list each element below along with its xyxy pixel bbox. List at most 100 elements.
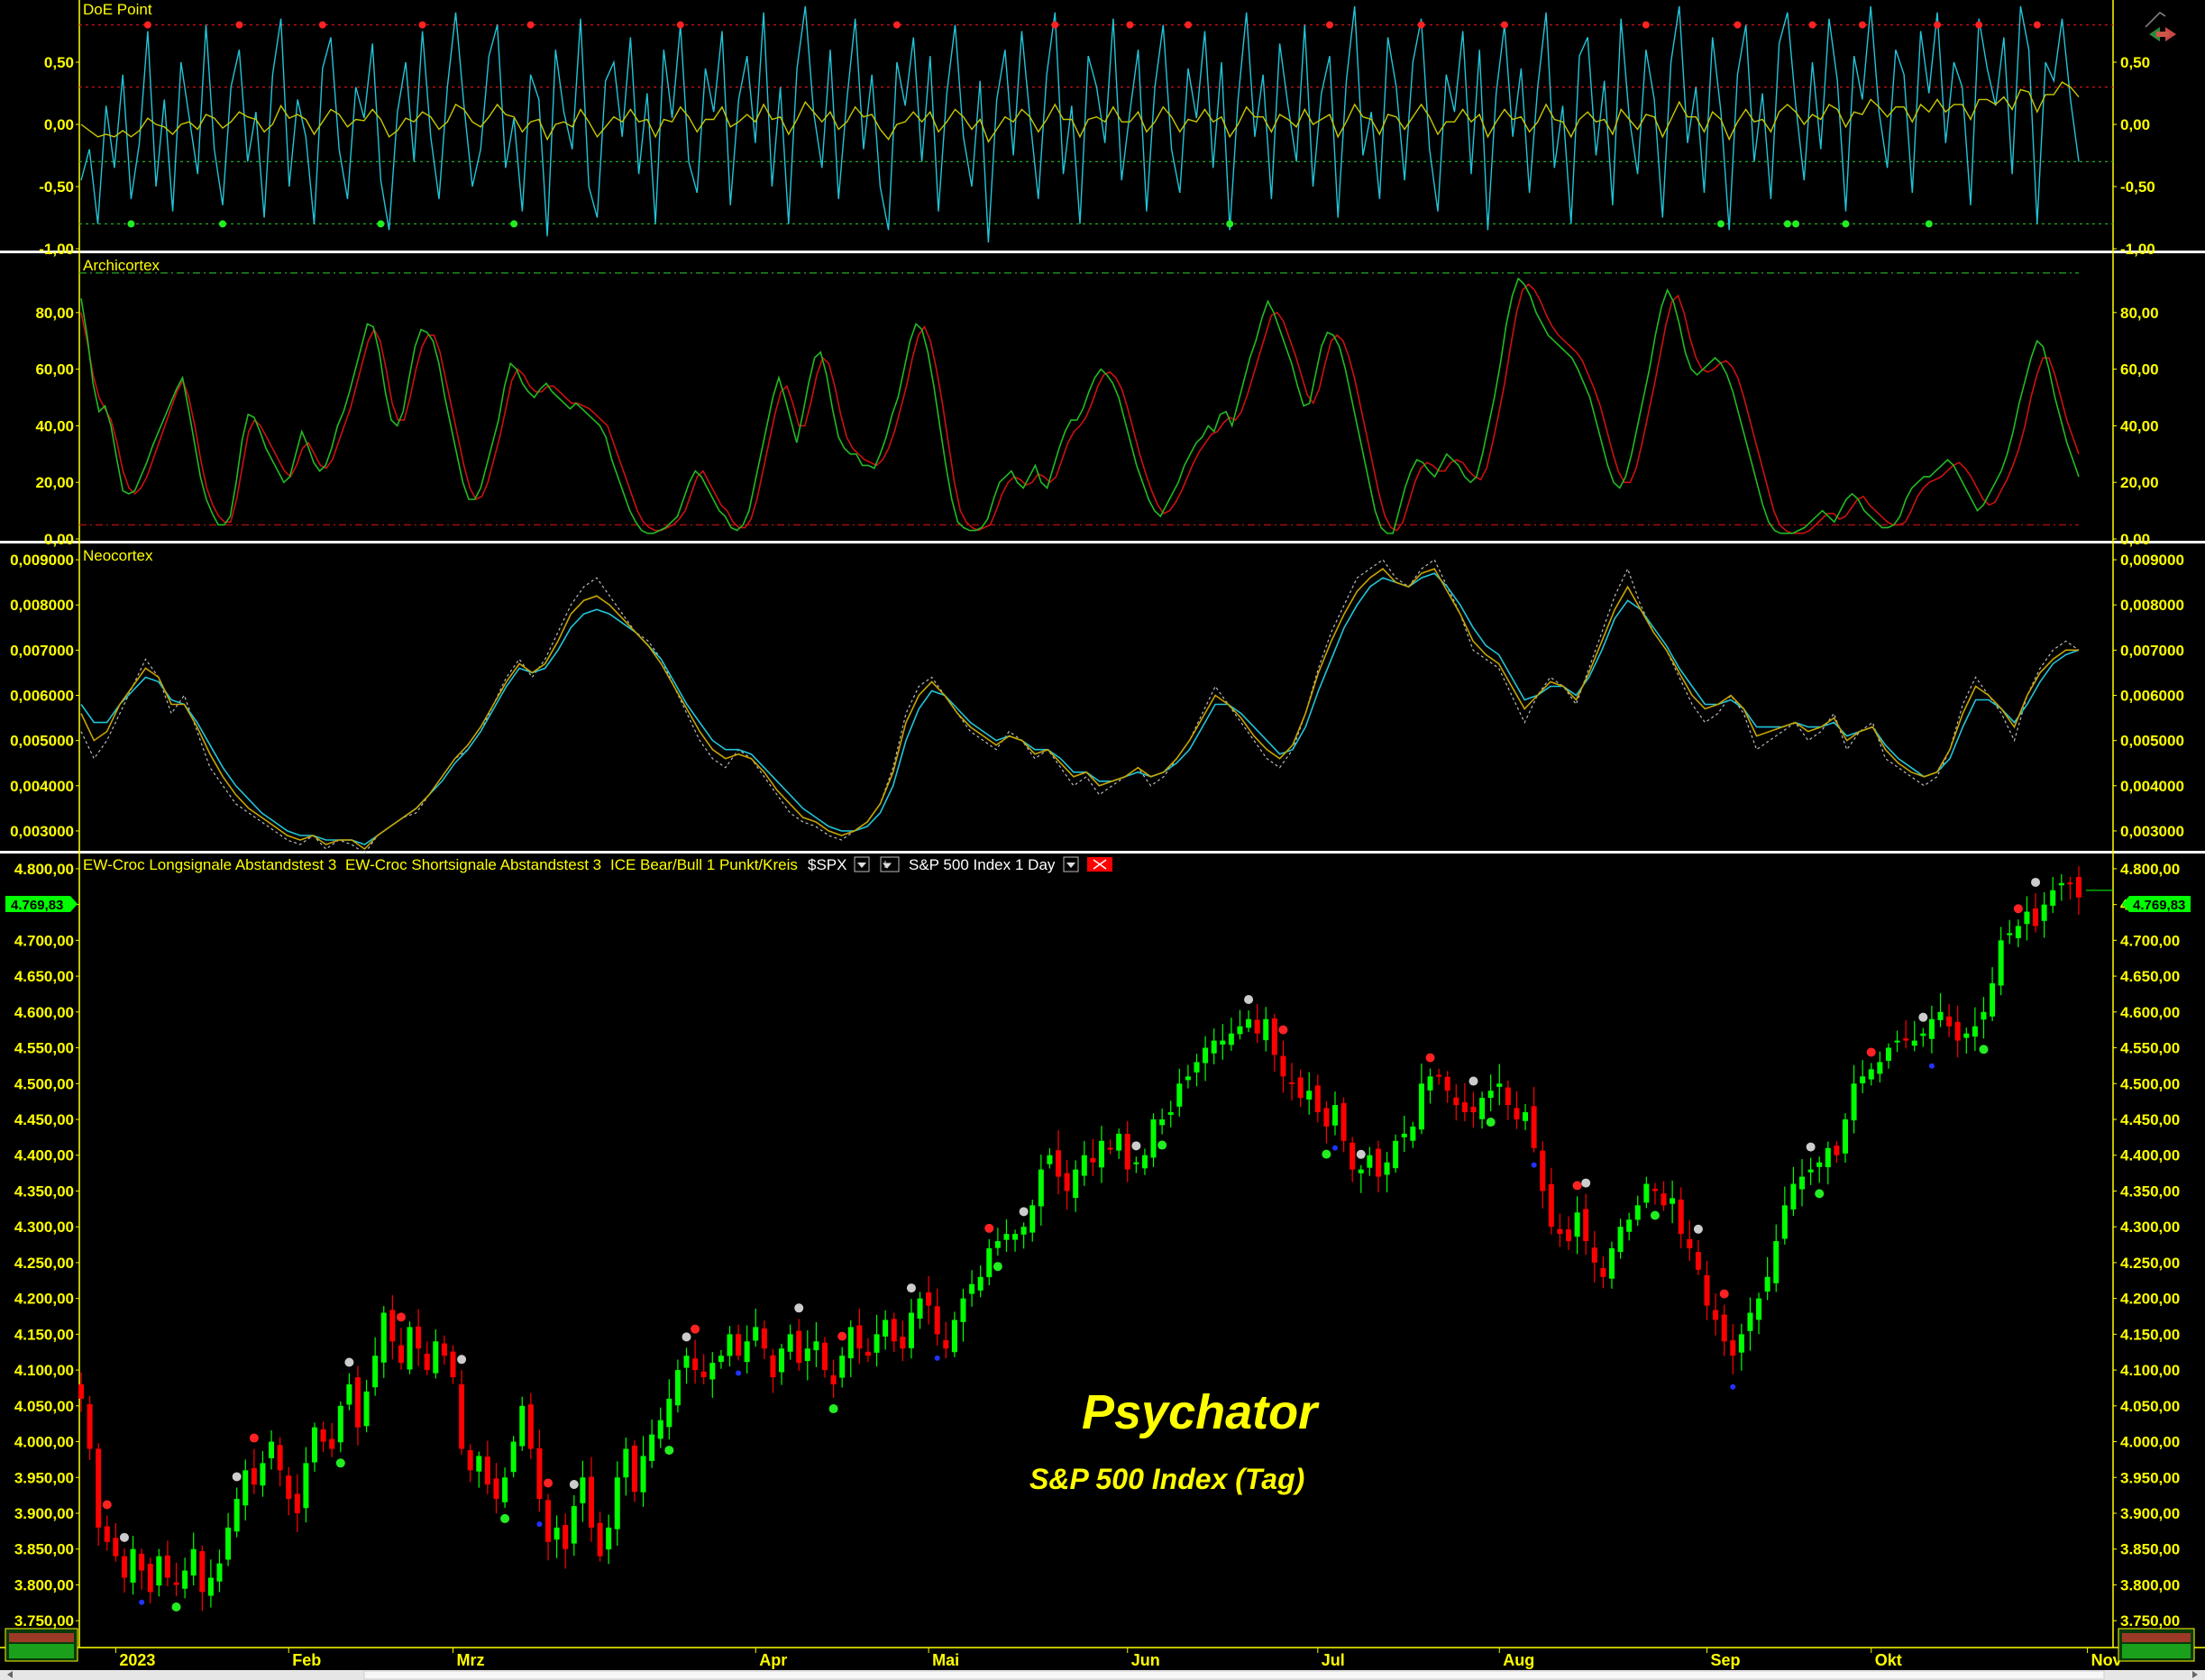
candle-body xyxy=(649,1434,655,1461)
candle-body xyxy=(147,1564,153,1593)
candle-body xyxy=(657,1420,663,1439)
price-tick-left: 3.750,00 xyxy=(14,1612,74,1630)
doe-upper-signal-dot xyxy=(1500,21,1508,29)
price-tick-right: 4.350,00 xyxy=(2120,1182,2180,1200)
candle-body xyxy=(1990,983,1996,1017)
chevron-left-icon[interactable] xyxy=(7,1671,13,1678)
candle-body xyxy=(856,1325,863,1349)
indicator-label-long[interactable]: EW-Croc Longsignale Abstandstest 3 xyxy=(83,856,336,873)
price-tick-left: 4.350,00 xyxy=(14,1182,74,1200)
sync-arrows-icon[interactable] xyxy=(2145,12,2176,41)
candle-body xyxy=(926,1292,932,1306)
long-signal-dot xyxy=(828,1404,838,1414)
doe-lower-signal-dot xyxy=(1842,220,1850,228)
candle-body xyxy=(277,1445,283,1471)
doe-tick-right: -1,00 xyxy=(2120,241,2155,258)
candle-body xyxy=(1566,1229,1572,1242)
candle-body xyxy=(1418,1083,1424,1130)
candle-body xyxy=(536,1447,543,1500)
candle-body xyxy=(407,1327,413,1370)
candle-body xyxy=(822,1342,828,1371)
candle-body xyxy=(1064,1173,1070,1192)
chevron-right-icon[interactable] xyxy=(2192,1671,2198,1678)
doe-upper-signal-dot xyxy=(1858,21,1866,29)
candle-body xyxy=(2007,933,2013,936)
candle-body xyxy=(1920,1033,1926,1036)
x-axis-label: Nov xyxy=(2091,1651,2122,1669)
panel-title-doe-point: DoE Point xyxy=(83,1,152,18)
x-axis-label: Jul xyxy=(1322,1651,1345,1669)
candle-body xyxy=(1981,1011,1987,1020)
candle-body xyxy=(1747,1312,1753,1331)
candle-body xyxy=(1056,1150,1062,1177)
candle-body xyxy=(242,1470,249,1506)
overview-minimap-right[interactable] xyxy=(2118,1628,2195,1662)
price-tick-right: 4.550,00 xyxy=(2120,1040,2180,1057)
blue-signal-dot xyxy=(139,1599,145,1605)
candle-body xyxy=(1738,1334,1744,1353)
overview-minimap-left[interactable] xyxy=(5,1628,78,1662)
candle-body xyxy=(1540,1150,1546,1192)
doe-tick-right: -0,50 xyxy=(2120,178,2155,196)
candle-body xyxy=(960,1298,966,1322)
candle-body xyxy=(1860,1076,1866,1084)
price-tick-left: 4.500,00 xyxy=(14,1075,74,1092)
candle-body xyxy=(1946,1016,1953,1027)
candle-body xyxy=(459,1383,465,1449)
doe-lower-signal-dot xyxy=(1792,220,1800,228)
indicator-label-icebearbull[interactable]: ICE Bear/Bull 1 Punkt/Kreis xyxy=(610,856,798,873)
candle-body xyxy=(1713,1310,1719,1320)
ice-signal-dot xyxy=(1806,1142,1816,1152)
price-tick-left: 4.650,00 xyxy=(14,968,74,985)
archi-tick-right: 60,00 xyxy=(2120,361,2159,379)
candle-body xyxy=(1583,1209,1589,1242)
price-tick-left: 3.800,00 xyxy=(14,1576,74,1593)
short-signal-dot xyxy=(691,1324,700,1334)
symbol-dropdown-button[interactable] xyxy=(854,856,870,872)
doe-lower-signal-dot xyxy=(377,220,385,228)
candle-body xyxy=(908,1312,914,1348)
chart-style-button[interactable] xyxy=(880,856,900,872)
interval-label[interactable]: 1 Day xyxy=(1015,856,1056,873)
candle-body xyxy=(233,1499,240,1532)
ice-signal-dot xyxy=(1693,1224,1703,1234)
candle-body xyxy=(104,1526,110,1542)
candle-body xyxy=(1903,1038,1909,1041)
long-signal-dot xyxy=(1650,1210,1660,1220)
candle-body xyxy=(87,1403,93,1449)
horizontal-scrollbar[interactable] xyxy=(0,1670,2205,1680)
doe-series-yellow xyxy=(80,81,2080,143)
candle-body xyxy=(130,1548,136,1583)
neo-tick-right: 0,009000 xyxy=(2120,552,2184,569)
candle-body xyxy=(2015,926,2021,938)
indicator-label-short[interactable]: EW-Croc Shortsignale Abstandstest 3 xyxy=(345,856,601,873)
price-tick-right: 4.250,00 xyxy=(2120,1255,2180,1272)
long-signal-dot xyxy=(1979,1045,1989,1055)
interval-dropdown-button[interactable] xyxy=(1063,856,1079,872)
price-tick-right: 4.400,00 xyxy=(2120,1147,2180,1164)
candle-body xyxy=(1608,1248,1615,1279)
doe-upper-signal-dot xyxy=(1642,21,1650,29)
scrollbar-thumb[interactable] xyxy=(363,1670,2105,1680)
candle-body xyxy=(847,1327,854,1359)
candle-body xyxy=(1764,1276,1770,1292)
candle-body xyxy=(1704,1274,1710,1306)
candle-body xyxy=(951,1319,957,1353)
candle-body xyxy=(1851,1083,1857,1121)
instrument-name-label: S&P 500 Index xyxy=(909,856,1011,873)
neo-tick-right: 0,005000 xyxy=(2120,733,2184,750)
neo-tick-left: 0,007000 xyxy=(10,642,74,659)
candle-body xyxy=(156,1556,162,1586)
doe-lower-signal-dot xyxy=(1226,220,1234,228)
long-signal-dot xyxy=(335,1458,345,1468)
candle-body xyxy=(588,1476,594,1528)
close-chart-button[interactable] xyxy=(1087,857,1112,872)
candle-body xyxy=(779,1348,785,1373)
candle-body xyxy=(917,1298,923,1319)
candle-body xyxy=(683,1356,690,1368)
candle-body xyxy=(900,1337,906,1349)
symbol-label[interactable]: $SPX xyxy=(808,856,846,873)
panel-separator xyxy=(0,851,2205,854)
archi-tick-left: 40,00 xyxy=(35,417,74,434)
